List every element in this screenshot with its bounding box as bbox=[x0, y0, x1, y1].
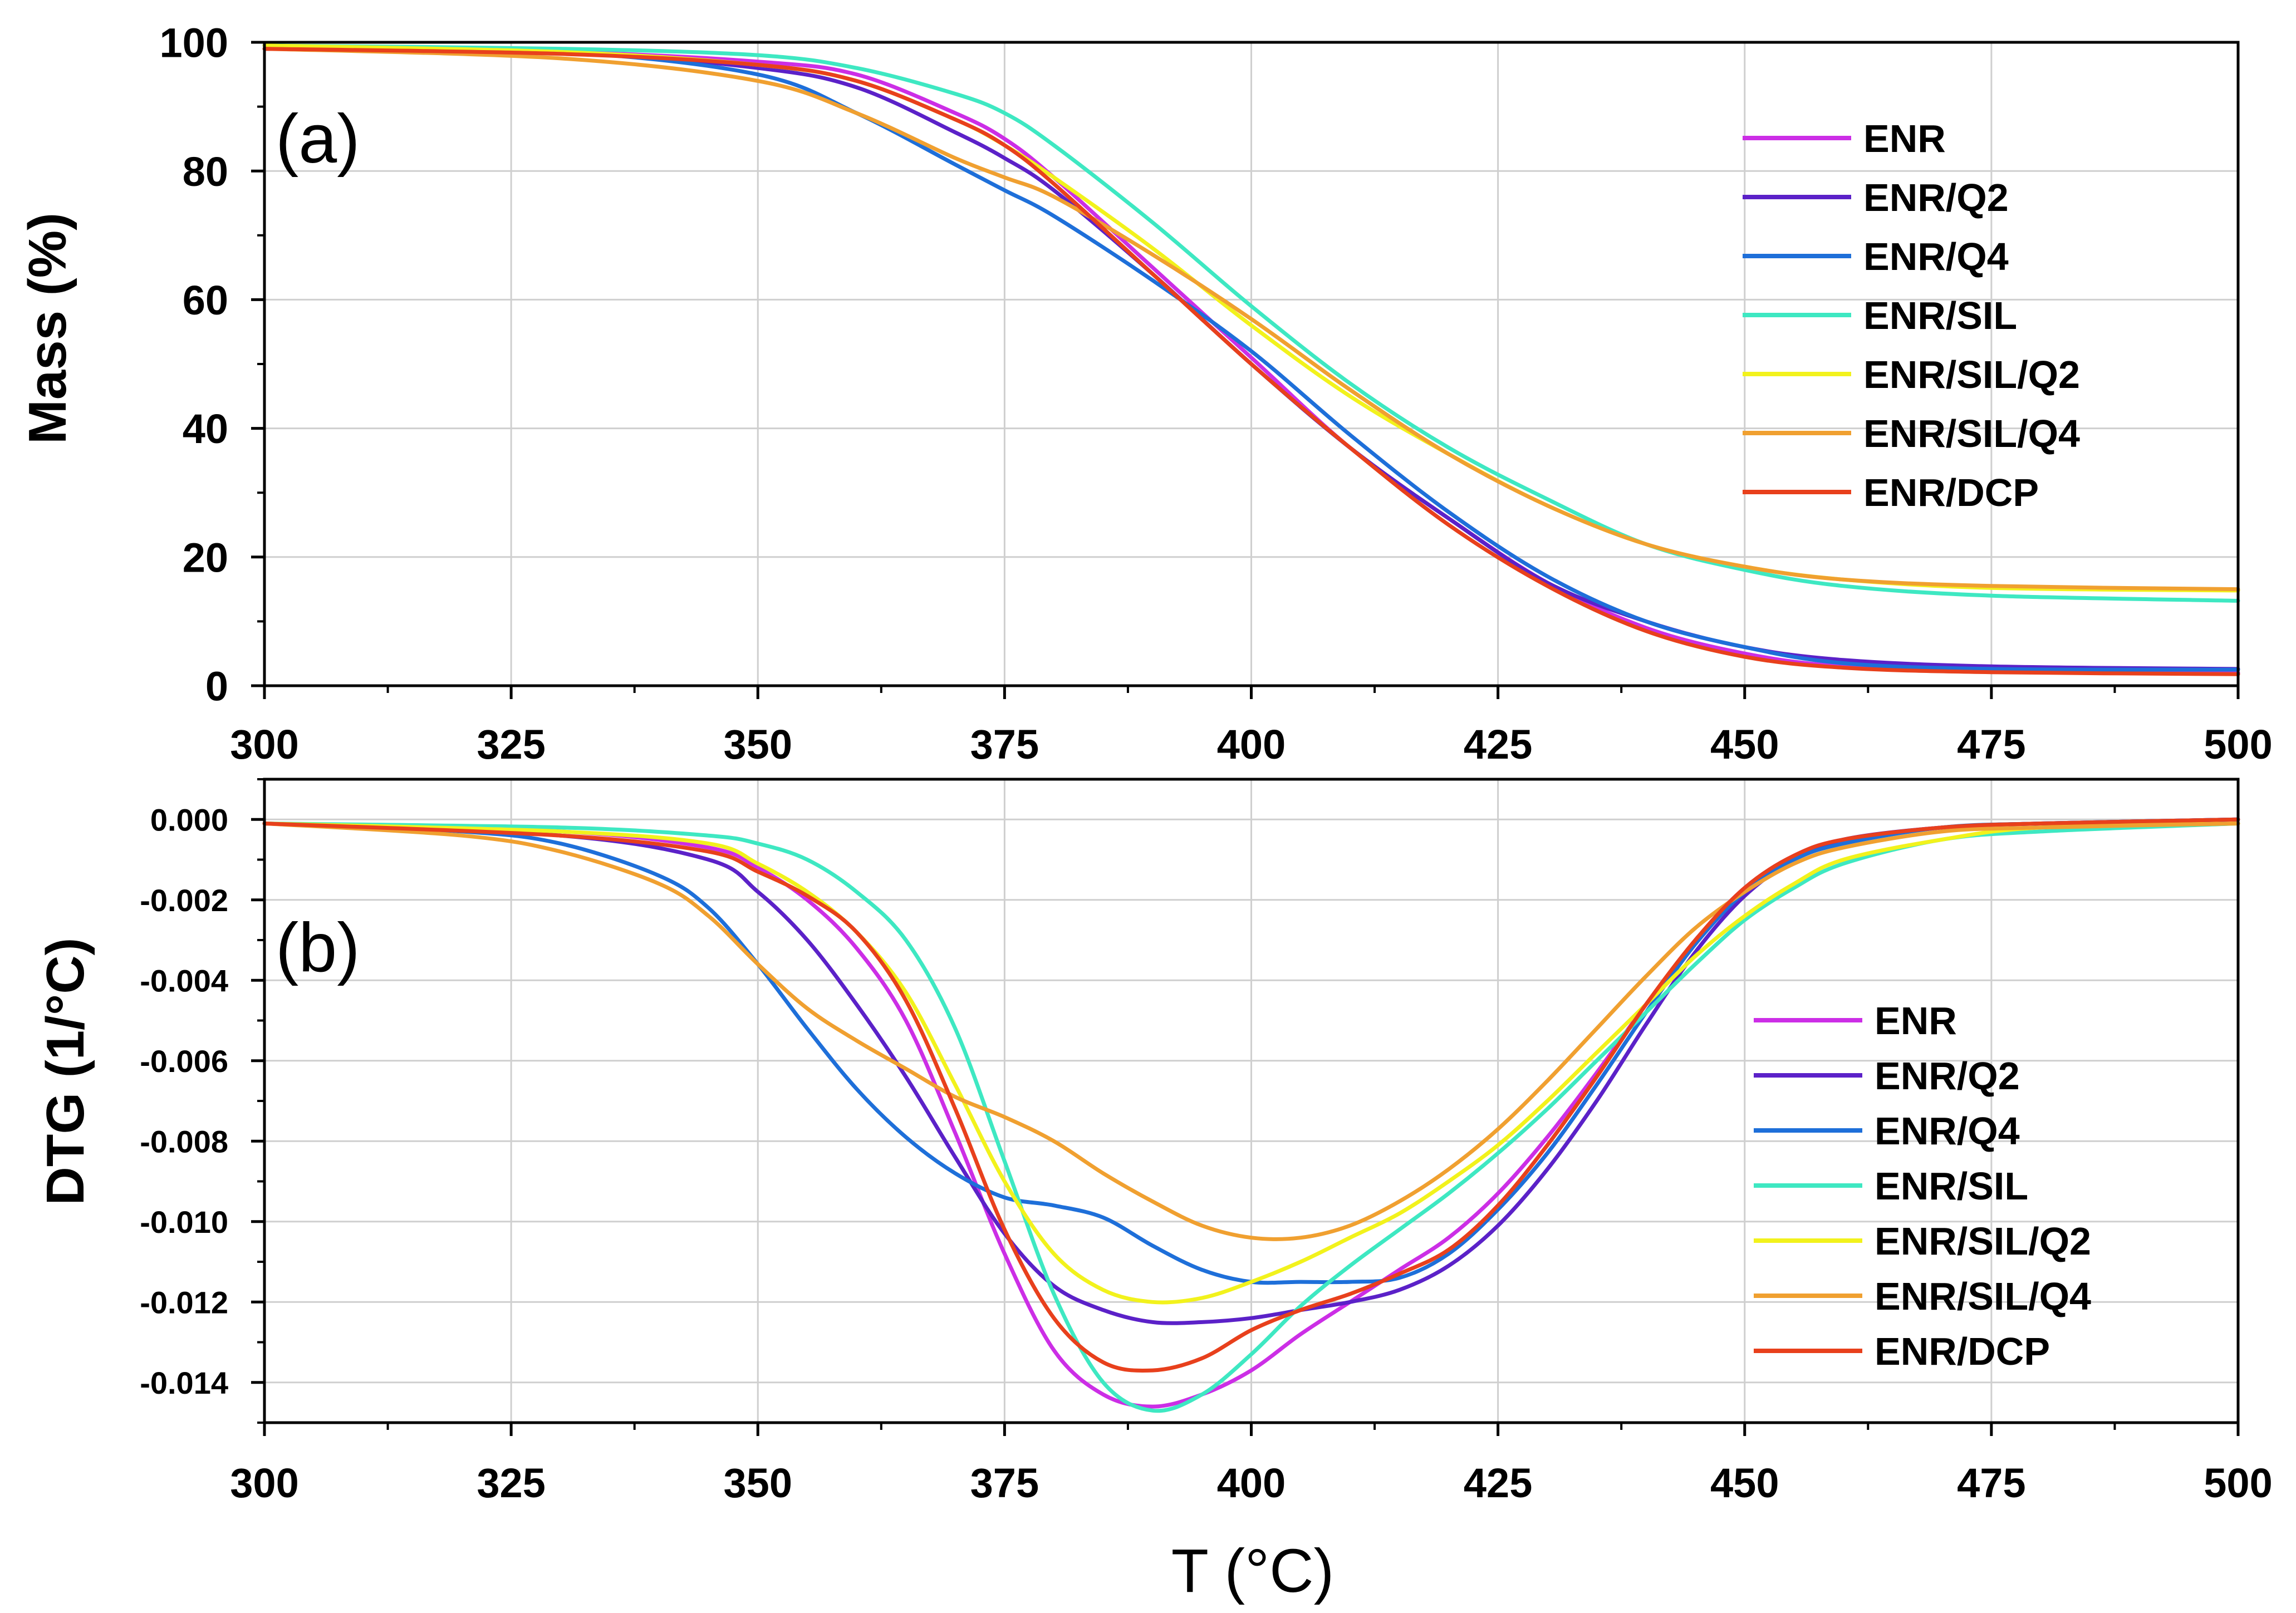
panel-b-dtg-chart: 300 325 350 375 400 425 450 475 500 0.000 -0.002 -0… bbox=[36, 778, 2273, 1506]
legend-label: ENR/DCP bbox=[1875, 1330, 2050, 1373]
series-line bbox=[262, 47, 2240, 676]
legend-label: ENR bbox=[1875, 999, 1957, 1042]
x-axis-title: T (°C) bbox=[1171, 1537, 1334, 1605]
panel-a-tick-labels: 300 325 350 375 400 425 450 475 500 0 20 40 60 80 100 bbox=[160, 20, 2273, 768]
panel-a-legend: ENR ENR/Q2 ENR/Q4 ENR/SIL ENR/SIL/Q2 ENR/SIL/… bbox=[1743, 117, 2080, 514]
x-tick-label: 450 bbox=[1710, 721, 1779, 768]
panel-a-series bbox=[262, 43, 2240, 676]
panel-b-y-axis-title: DTG (1/°C) bbox=[36, 937, 95, 1205]
y-tick-label: 0 bbox=[205, 663, 228, 710]
y-tick-label: 100 bbox=[160, 20, 228, 66]
legend-label: ENR/SIL bbox=[1863, 294, 2017, 337]
y-tick-label: -0.010 bbox=[140, 1204, 228, 1240]
y-tick-label: -0.002 bbox=[140, 883, 228, 918]
panel-a-grid bbox=[264, 42, 2238, 686]
x-tick-label: 450 bbox=[1710, 1460, 1779, 1506]
x-tick-label: 300 bbox=[230, 721, 298, 768]
y-tick-label: 40 bbox=[183, 406, 228, 452]
series-line bbox=[262, 822, 2240, 1413]
legend-label: ENR/Q2 bbox=[1863, 176, 2009, 219]
y-tick-label: -0.014 bbox=[140, 1365, 228, 1400]
legend-label: ENR/SIL/Q4 bbox=[1863, 412, 2080, 455]
y-tick-label: -0.004 bbox=[140, 963, 228, 998]
x-tick-label: 375 bbox=[970, 721, 1039, 768]
panel-a-y-axis-title: Mass (%) bbox=[18, 213, 77, 444]
panel-b-series bbox=[262, 817, 2240, 1413]
legend-label: ENR/SIL/Q4 bbox=[1875, 1275, 2091, 1318]
legend-label: ENR/Q4 bbox=[1863, 235, 2009, 278]
y-tick-label: 20 bbox=[183, 534, 228, 581]
x-tick-label: 500 bbox=[2204, 721, 2272, 768]
panel-b-legend: ENR ENR/Q2 ENR/Q4 ENR/SIL ENR/SIL/Q2 ENR/SIL/… bbox=[1754, 999, 2091, 1373]
x-tick-label: 475 bbox=[1957, 1460, 2025, 1506]
series-line bbox=[262, 43, 2240, 672]
x-tick-label: 325 bbox=[477, 1460, 545, 1506]
legend-label: ENR/SIL/Q2 bbox=[1875, 1219, 2091, 1263]
series-line bbox=[262, 822, 2240, 1241]
x-tick-label: 375 bbox=[970, 1460, 1039, 1506]
legend-label: ENR bbox=[1863, 117, 1946, 160]
panel-b-tick-labels: 300 325 350 375 400 425 450 475 500 0.000 -0.002 -0… bbox=[140, 802, 2273, 1506]
panel-b-grid bbox=[264, 779, 2238, 1423]
series-line bbox=[262, 43, 2240, 603]
panel-a-label: (a) bbox=[276, 101, 360, 178]
x-tick-label: 300 bbox=[230, 1460, 298, 1506]
legend-label: ENR/DCP bbox=[1863, 471, 2039, 514]
x-tick-label: 425 bbox=[1464, 721, 1532, 768]
y-tick-label: 60 bbox=[183, 277, 228, 323]
series-line bbox=[262, 47, 2240, 592]
legend-label: ENR/Q4 bbox=[1875, 1109, 2020, 1153]
panel-b-label: (b) bbox=[276, 909, 360, 986]
series-line bbox=[262, 817, 2240, 1373]
panel-a-mass-chart: 300 325 350 375 400 425 450 475 500020406080100 … bbox=[18, 20, 2273, 768]
x-tick-label: 500 bbox=[2204, 1460, 2272, 1506]
x-tick-label: 350 bbox=[724, 721, 792, 768]
panel-b-ticks bbox=[251, 778, 2240, 1436]
legend-label: ENR/SIL bbox=[1875, 1164, 2028, 1208]
x-tick-label: 350 bbox=[724, 1460, 792, 1506]
x-tick-label: 475 bbox=[1957, 721, 2025, 768]
x-tick-label: 325 bbox=[477, 721, 545, 768]
y-tick-label: -0.012 bbox=[140, 1285, 228, 1320]
panel-a-ticks bbox=[251, 41, 2240, 699]
y-tick-label: -0.008 bbox=[140, 1124, 228, 1159]
x-tick-label: 400 bbox=[1217, 721, 1286, 768]
series-line bbox=[262, 822, 2240, 1305]
legend-label: ENR/Q2 bbox=[1875, 1054, 2020, 1098]
y-tick-label: 0.000 bbox=[150, 802, 228, 837]
x-tick-label: 425 bbox=[1464, 1460, 1532, 1506]
y-tick-label: 80 bbox=[183, 149, 228, 195]
legend-label: ENR/SIL/Q2 bbox=[1863, 353, 2080, 396]
y-tick-label: -0.006 bbox=[140, 1044, 228, 1079]
x-tick-label: 400 bbox=[1217, 1460, 1286, 1506]
